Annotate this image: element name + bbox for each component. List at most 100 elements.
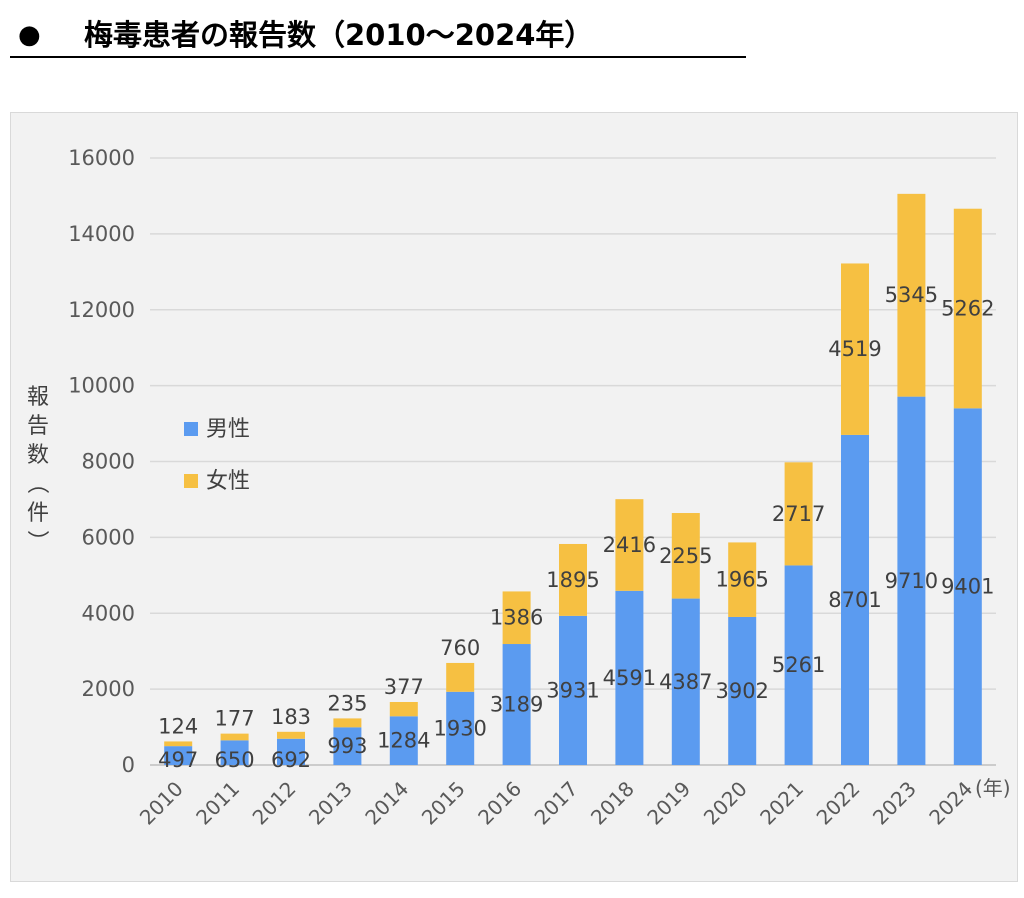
data-label-male: 1930 (433, 716, 486, 740)
data-label-female: 377 (384, 675, 424, 699)
y-tick-label: 4000 (82, 601, 135, 625)
data-label-female: 124 (158, 714, 198, 738)
y-axis-ticks: 0 2000 4000 6000 8000 10000 12000 14000 16000 (68, 146, 135, 777)
bar-female (671, 513, 700, 599)
legend-label: 男性 (206, 417, 250, 442)
y-axis-label-char: 件 (27, 501, 49, 526)
data-label-female: 1895 (546, 568, 599, 592)
data-label-female: 235 (327, 691, 367, 715)
bar-male (841, 434, 869, 765)
bar-female (333, 718, 362, 728)
bar-male (897, 396, 926, 765)
x-tick-label: 2011 (191, 777, 244, 830)
x-tick-label: 2010 (135, 777, 188, 830)
bar-female (728, 542, 757, 617)
data-label-male: 3902 (715, 679, 768, 703)
bar-female (841, 263, 869, 435)
bars (164, 193, 982, 765)
bar-male (277, 738, 305, 765)
x-tick-label: 2023 (868, 777, 921, 830)
bar-female (897, 193, 926, 397)
bar-male (728, 616, 757, 765)
data-label-male: 497 (158, 748, 198, 772)
bar-female (164, 741, 193, 747)
data-label-male: 8701 (828, 588, 881, 612)
bullet-icon: ● (18, 20, 41, 50)
data-label-male: 1284 (377, 729, 430, 753)
data-label-male: 692 (271, 748, 311, 772)
data-label-female: 5262 (941, 297, 994, 321)
x-tick-label: 2014 (360, 777, 413, 830)
bar-male (784, 565, 813, 765)
x-tick-label: 2013 (304, 777, 357, 830)
y-axis-label-char: 報 (27, 385, 49, 410)
data-label-female: 2255 (659, 544, 712, 568)
bar-male (164, 746, 193, 765)
bar-female (615, 499, 644, 591)
data-label-male: 5261 (772, 653, 825, 677)
y-tick-label: 16000 (68, 146, 135, 170)
data-label-male: 3931 (546, 678, 599, 702)
y-axis-label-char: 数 (27, 443, 49, 468)
x-tick-label: 2022 (812, 777, 865, 830)
legend-swatch (184, 474, 198, 488)
data-label-male: 9401 (941, 575, 994, 599)
bar-male (220, 740, 249, 765)
y-tick-label: 6000 (82, 525, 135, 549)
y-tick-label: 2000 (82, 677, 135, 701)
bar-male (446, 691, 475, 765)
bar-male (671, 598, 700, 765)
y-tick-label: 0 (122, 753, 135, 777)
legend-swatch (184, 422, 198, 436)
data-labels: 497 124 650 177 692 183 993 235 1284 377 1930 760 31… (158, 283, 994, 772)
y-axis-label-char: （ (24, 472, 49, 494)
x-tick-label: 2016 (473, 777, 526, 830)
bar-male (615, 590, 644, 765)
data-label-female: 5345 (885, 283, 938, 307)
bar-female (277, 731, 305, 739)
y-tick-label: 14000 (68, 222, 135, 246)
data-label-female: 177 (215, 707, 255, 731)
page-title: 梅毒患者の報告数（2010〜2024年） (84, 18, 594, 52)
bar-male (333, 727, 362, 765)
x-tick-label: 2020 (699, 777, 752, 830)
bar-female (953, 208, 982, 409)
y-axis-label-char: 告 (27, 414, 49, 439)
data-label-male: 650 (215, 748, 255, 772)
x-axis-unit: (年) (975, 776, 1011, 800)
x-tick-label: 2017 (530, 777, 583, 830)
bar-male (559, 615, 587, 765)
x-tick-label: 2012 (248, 777, 301, 830)
data-label-male: 9710 (885, 569, 938, 593)
bar-male (389, 716, 418, 765)
data-label-male: 4591 (603, 666, 656, 690)
x-tick-label: 2021 (755, 777, 808, 830)
bar-male (953, 408, 982, 765)
data-label-female: 1386 (490, 606, 543, 630)
y-tick-label: 12000 (68, 298, 135, 322)
x-tick-label: 2019 (642, 777, 695, 830)
data-label-female: 2416 (603, 533, 656, 557)
y-axis-label-char: ） (24, 530, 49, 552)
header: ● 梅毒患者の報告数（2010〜2024年） (10, 14, 746, 58)
bar-female (559, 543, 587, 616)
y-tick-label: 8000 (82, 450, 135, 474)
bar-female (784, 462, 813, 566)
x-tick-label: 2015 (417, 777, 470, 830)
data-label-male: 993 (327, 734, 367, 758)
bar-female (389, 701, 418, 717)
bar-male (502, 644, 531, 765)
bar-female (220, 733, 249, 741)
y-axis-label: 報告数 （ 件 ） (24, 385, 49, 552)
data-label-female: 2717 (772, 502, 825, 526)
x-axis-ticks: 2010 2011 2012 2013 2014 2015 2016 2017 2018 2019… (135, 777, 978, 830)
data-label-female: 183 (271, 705, 311, 729)
bar-female (446, 662, 475, 692)
data-label-male: 3189 (490, 693, 543, 717)
data-label-female: 4519 (828, 337, 881, 361)
y-tick-label: 10000 (68, 374, 135, 398)
legend-label: 女性 (206, 469, 250, 494)
data-label-male: 4387 (659, 670, 712, 694)
